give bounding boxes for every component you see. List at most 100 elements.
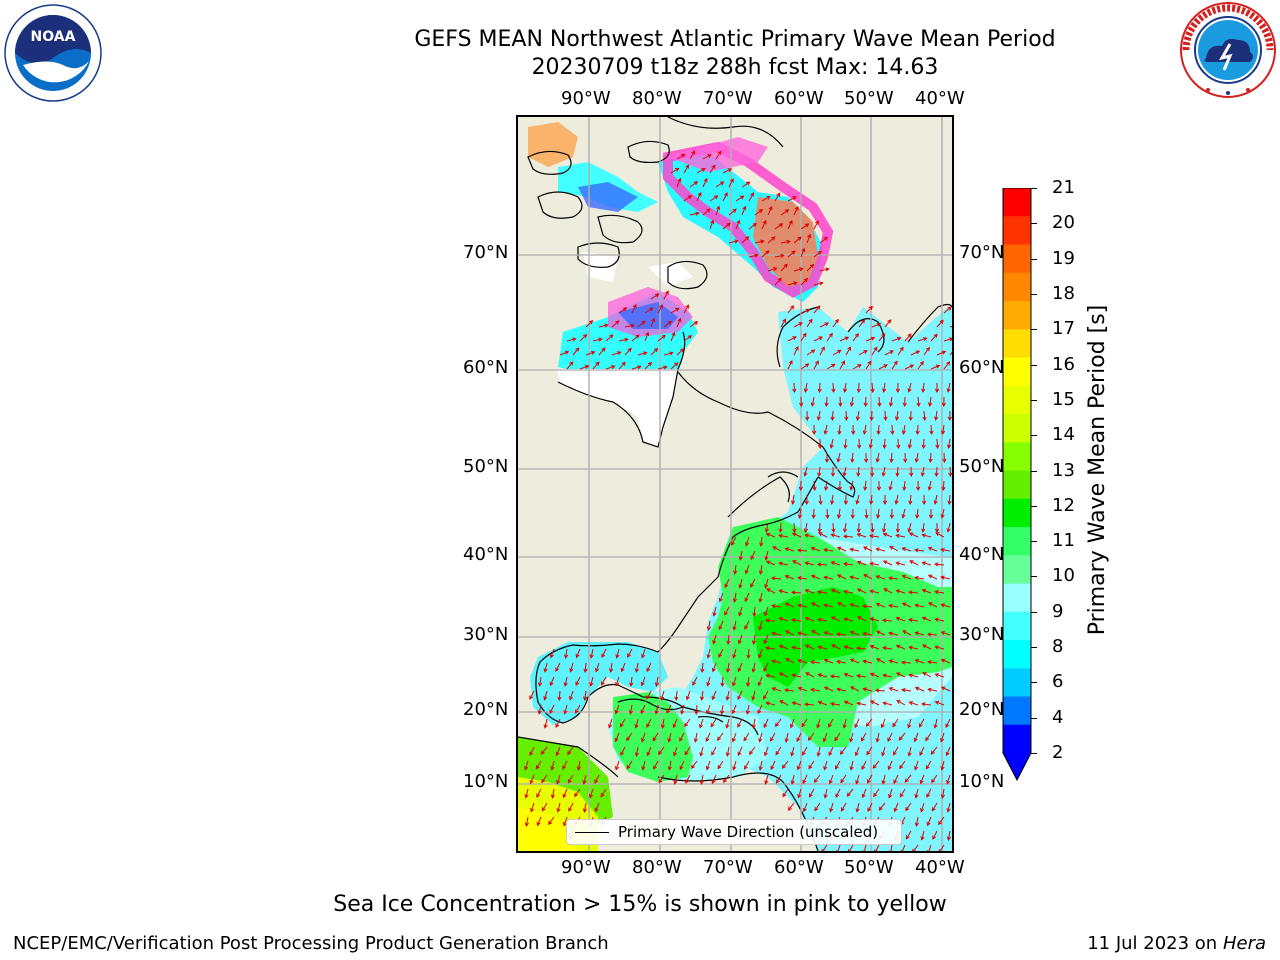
wave-arrow-head: [746, 654, 751, 660]
wave-arrow-head: [792, 528, 797, 534]
wave-arrow: [556, 746, 561, 756]
wave-arrow: [934, 563, 945, 566]
wave-arrow-head: [817, 472, 822, 477]
wave-arrow: [779, 562, 789, 566]
wave-arrow-head: [902, 402, 907, 408]
wave-arrow: [557, 802, 561, 812]
wave-arrow: [759, 760, 763, 770]
wave-arrow: [793, 522, 795, 533]
wave-arrow: [774, 223, 783, 230]
wave-arrow-head: [598, 337, 603, 342]
wave-arrow-head: [881, 618, 887, 623]
wave-arrow-head: [905, 806, 910, 812]
wave-arrow-head: [850, 514, 855, 520]
wave-arrow: [719, 592, 724, 602]
wave-arrow: [871, 323, 881, 328]
wave-arrow: [718, 620, 724, 630]
wave-arrow: [734, 564, 737, 574]
wave-arrow-head: [529, 779, 534, 785]
colorbar-tick-label: 20: [1052, 212, 1075, 234]
wave-arrow-head: [946, 361, 951, 366]
wave-arrow: [637, 320, 646, 328]
wave-arrow: [930, 746, 938, 755]
wave-arrow-head: [724, 611, 728, 616]
wave-arrow: [631, 366, 641, 370]
wave-arrow: [837, 547, 847, 552]
wave-arrow: [926, 788, 932, 798]
wave-arrow-head: [809, 263, 815, 269]
wave-arrow: [811, 630, 821, 636]
wave-arrow-head: [778, 617, 783, 622]
wave-arrow: [941, 508, 945, 518]
wave-arrow: [870, 673, 880, 678]
wave-arrow-head: [921, 388, 926, 393]
wave-arrow-head: [946, 836, 951, 841]
wave-arrow-head: [784, 574, 790, 579]
wave-arrow-head: [894, 500, 899, 505]
wave-arrow: [793, 322, 803, 328]
wave-arrow: [811, 575, 821, 580]
wave-arrow: [871, 347, 878, 356]
wave-arrow: [819, 382, 821, 393]
wave-arrow: [563, 816, 568, 826]
wave-arrow: [850, 480, 854, 490]
wave-arrow-head: [934, 388, 940, 394]
wave-arrow-head: [918, 723, 923, 728]
wave-arrow: [813, 251, 822, 258]
lat-label-left: 30°N: [463, 624, 509, 645]
wave-arrow: [802, 746, 808, 756]
wave-arrow: [854, 718, 860, 728]
wave-arrow: [824, 604, 834, 608]
wave-arrow-head: [842, 388, 848, 393]
wave-arrow-head: [931, 807, 936, 812]
wave-arrow-head: [810, 546, 816, 551]
wave-arrow: [813, 282, 823, 286]
wave-arrow-head: [895, 672, 901, 677]
wave-arrow: [915, 659, 925, 664]
wave-arrow: [712, 690, 717, 700]
wave-arrow-head: [641, 320, 646, 325]
wave-arrow-head: [641, 766, 646, 771]
wave-arrow-head: [627, 347, 632, 352]
wave-arrow-head: [941, 350, 947, 355]
wave-arrow-head: [876, 430, 881, 436]
wave-arrow: [856, 802, 860, 812]
wave-arrow: [896, 645, 906, 650]
wave-arrow-head: [909, 560, 914, 564]
wave-arrow-head: [725, 752, 730, 757]
wave-arrow: [915, 452, 919, 462]
wave-arrow: [637, 352, 647, 356]
wave-arrow: [802, 774, 808, 784]
lon-label-bottom: 90°W: [561, 857, 611, 878]
wave-arrow: [792, 560, 802, 566]
wave-arrow: [793, 268, 803, 272]
wave-arrow: [657, 366, 667, 370]
wave-arrow-head: [926, 632, 932, 637]
wave-arrow-head: [754, 253, 759, 258]
wave-arrow: [722, 192, 728, 202]
wave-arrow-head: [601, 653, 606, 659]
wave-arrow-head: [843, 500, 849, 506]
wave-arrow: [863, 424, 867, 434]
wave-arrow: [766, 533, 776, 538]
wave-arrow-head: [829, 808, 834, 813]
wave-arrow-head: [764, 780, 769, 785]
wave-arrow-head: [737, 723, 741, 728]
colorbar-segment: [1003, 724, 1031, 754]
wave-arrow: [663, 321, 672, 328]
wave-arrow: [922, 644, 932, 650]
wave-arrow-head: [617, 351, 622, 356]
wave-arrow-head: [928, 602, 933, 607]
wave-arrow: [908, 522, 912, 532]
wave-arrow: [544, 718, 548, 728]
wave-arrow-head: [921, 561, 926, 566]
wave-arrow-head: [865, 722, 870, 727]
wave-arrow-head: [856, 588, 862, 593]
wave-arrow-head: [915, 350, 921, 355]
wave-arrow-head: [875, 575, 880, 580]
wave-arrow: [658, 746, 665, 755]
wave-arrow-head: [914, 603, 919, 608]
wave-arrow: [739, 578, 743, 588]
wave-arrow-head: [888, 576, 893, 581]
wave-arrow-head: [927, 687, 932, 692]
